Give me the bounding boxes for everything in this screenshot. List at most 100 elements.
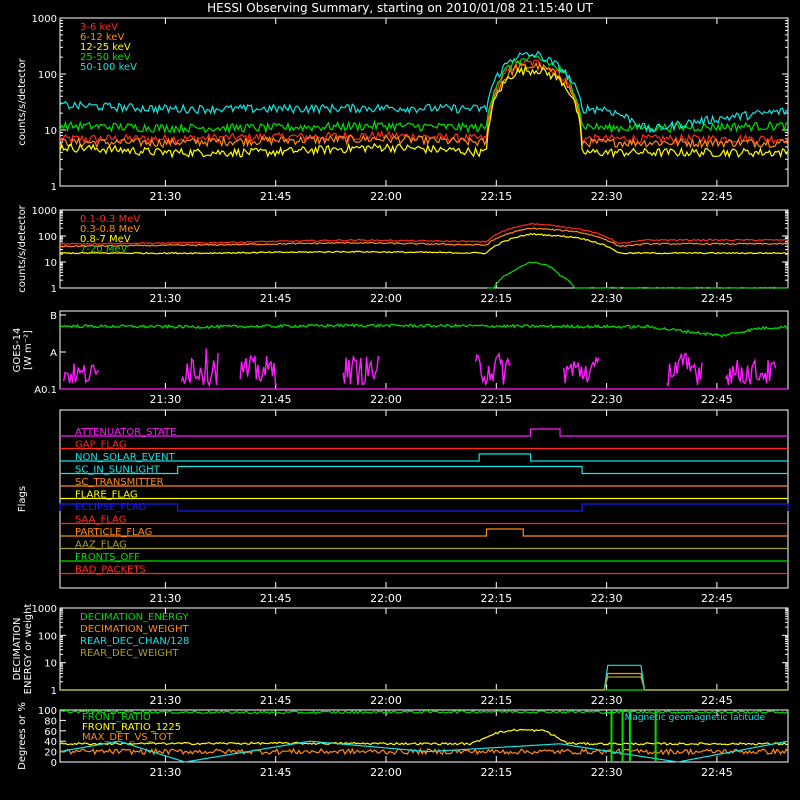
panel-ratios: 21:30 21:45 22:00 22:15 22:30 22:45 Degrees or… [17,702,789,779]
flag-label: BAD_PACKETS [75,565,146,576]
legend-entry: 12-25 keV [80,42,131,53]
flag-label: PARTICLE_FLAG [75,527,152,538]
main-title: HESSI Observing Summary, starting on 201… [207,1,593,15]
legend-entry: 0.3-0.8 MeV [80,224,140,235]
goes-burst [563,355,600,384]
x-tick-label: 21:30 [150,694,182,707]
series-line [59,728,788,746]
goes-burst [180,348,219,388]
x-tick-label: 22:00 [370,694,402,707]
y-tick-label: 1000 [32,604,57,615]
y-axis-label: DECIMATIONENERGY or weight [12,604,34,695]
x-tick-label: 21:45 [260,694,292,707]
x-tick-label: 22:00 [370,393,402,406]
y-tick-label: 1000 [32,14,57,25]
x-tick-label: 21:45 [260,393,292,406]
goes-burst [724,357,777,386]
x-tick-label: 22:00 [370,292,402,305]
x-tick-label: 22:00 [370,766,402,779]
flag-label: ATTENUATOR_STATE [75,427,176,438]
x-tick-label: 22:45 [701,592,733,605]
x-tick-label: 22:15 [480,190,512,203]
flag-label: FLARE_FLAG [75,490,138,501]
x-tick-label: 22:00 [370,190,402,203]
y-tick-label: 60 [44,727,57,738]
series-line [59,61,789,149]
legend-entry: 6-12 keV [80,32,124,43]
y-tick-label: 10 [44,258,57,269]
x-tick-label: 22:00 [370,592,402,605]
x-tick-label: 22:30 [591,190,623,203]
x-tick-label: 22:15 [480,292,512,305]
flag-label: ECLIPSE_FLAG [75,502,146,513]
y-tick-label: 0 [51,758,57,769]
flag-line [60,528,788,537]
legend-entry: MAX_DET_VS_TOT [82,732,174,743]
legend-entry: 0.8-7 MeV [80,234,131,245]
panel-decimation: 21:30 21:45 22:00 22:15 22:30 22:45 DECIMATION… [12,604,789,707]
flag-line [60,453,788,462]
flag-label: AAZ_FLAG [75,540,127,551]
x-tick-label: 22:45 [701,393,733,406]
goes-burst [474,351,511,387]
y-tick-label: A0.1 [34,385,57,396]
y-tick-label: 1000 [32,206,57,217]
y-tick-label: 10 [44,659,57,670]
y-axis-label: GOES-14[W m⁻²] [12,328,34,373]
series-line [60,676,788,691]
x-tick-label: 21:45 [260,592,292,605]
x-tick-label: 22:45 [701,766,733,779]
panels: 21:30 21:45 22:00 22:15 22:30 22:45 counts/s/d… [12,14,789,779]
x-tick-label: 22:15 [480,592,512,605]
x-tick-label: 21:30 [150,592,182,605]
legend-entry: FRONT_RATIO [82,712,151,723]
series-line [59,709,789,715]
flag-line [60,428,788,437]
panel-frame [59,310,789,390]
y-tick-label: 20 [44,748,57,759]
legend-entry: FRONT_RATIO_1225 [82,722,181,733]
y-tick-label: 1 [51,686,57,697]
goes-burst [239,354,278,386]
x-tick-label: 22:15 [480,766,512,779]
y-tick-label: 10 [44,126,57,137]
panel-goes: 21:30 21:45 22:00 22:15 22:30 22:45 GOES-14[W … [12,310,789,406]
y-tick-label: 100 [38,232,57,243]
x-tick-label: 21:45 [260,766,292,779]
series-line [59,54,789,135]
flag-label: SC_TRANSMITTER [75,477,164,488]
y-axis-label: counts/s/detector [17,57,28,145]
x-tick-label: 21:30 [150,393,182,406]
panel-frame [59,709,789,763]
flag-label: SC_IN_SUNLIGHT [75,465,161,476]
series-line [59,740,789,763]
panel-hxr: 21:30 21:45 22:00 22:15 22:30 22:45 counts/s/d… [17,14,789,203]
x-tick-label: 22:30 [591,393,623,406]
y-tick-label: 80 [44,716,57,727]
x-tick-label: 22:30 [591,592,623,605]
series-line [59,65,789,159]
x-tick-label: 22:30 [591,766,623,779]
y-axis-label: counts/s/detector [17,204,28,292]
y-tick-label: 1 [51,284,57,295]
x-tick-label: 22:30 [591,292,623,305]
series-line [59,232,789,255]
legend-entry: DECIMATION_ENERGY [80,612,189,623]
y-axis-label: Degrees or % [17,702,28,770]
panel-gamma: 21:30 21:45 22:00 22:15 22:30 22:45 counts/s/d… [17,204,789,305]
x-tick-label: 21:45 [260,292,292,305]
flag-label: NON_SOLAR_EVENT [75,452,176,463]
legend-entry: DECIMATION_WEIGHT [80,624,189,635]
x-tick-label: 22:15 [480,694,512,707]
y-tick-label: 40 [44,737,57,748]
series-line [59,323,789,338]
legend-entry: 50-100 keV [80,62,137,73]
legend-entry: REAR_DEC_CHAN/128 [80,636,189,647]
y-tick-label: A [50,348,57,359]
x-tick-label: 21:30 [150,292,182,305]
flag-line [59,503,789,512]
flag-label: FRONTS_OFF [75,552,140,563]
y-tick-label: 1 [51,182,57,193]
x-tick-label: 22:30 [591,694,623,707]
